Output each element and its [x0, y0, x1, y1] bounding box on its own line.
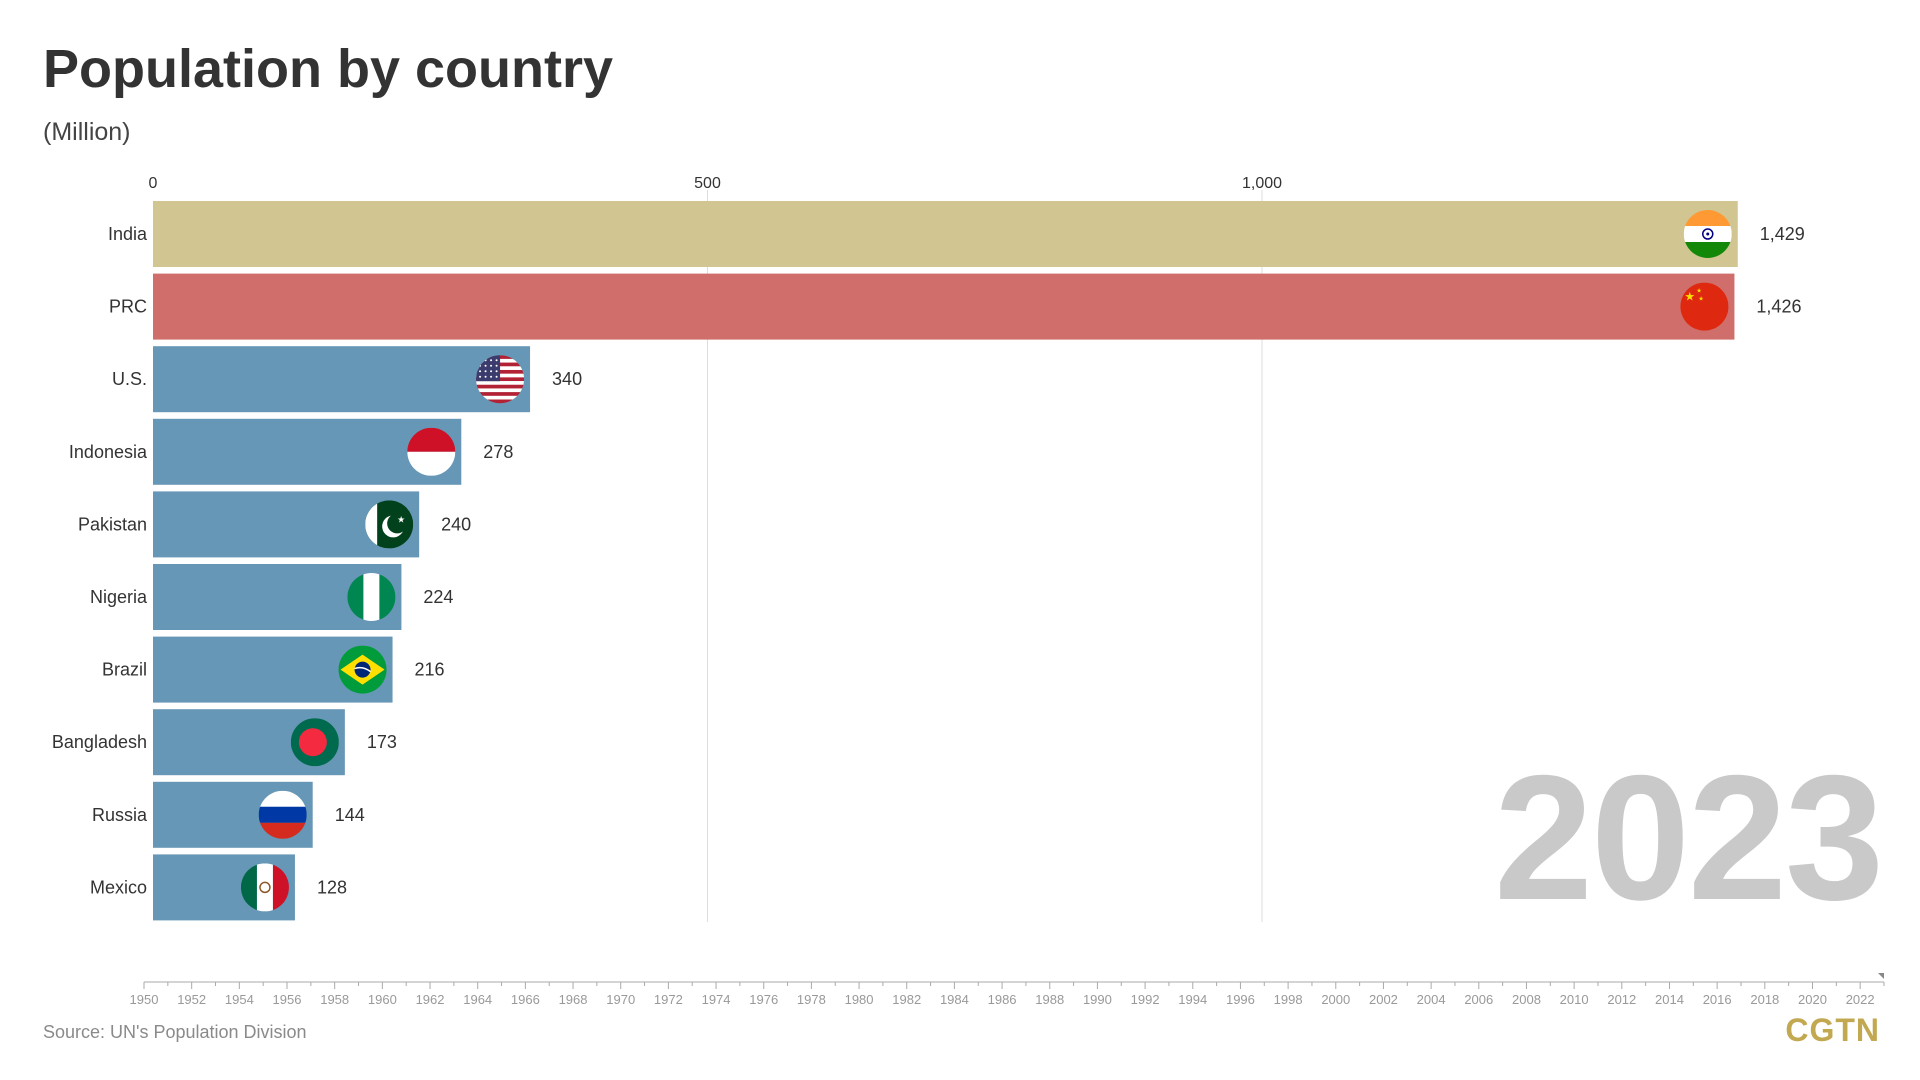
flag-mexico-icon	[240, 863, 289, 912]
value-label: 224	[423, 587, 453, 607]
timeline-label: 1996	[1226, 992, 1255, 1007]
bar-row: PRC ★ ★★ 1,426	[109, 273, 1801, 340]
flag-russia-icon	[258, 790, 307, 839]
bar-row: Bangladesh 173	[52, 709, 397, 776]
timeline-label: 2000	[1321, 992, 1350, 1007]
x-tick-label: 1,000	[1242, 175, 1282, 192]
flag-bangladesh-icon	[290, 718, 339, 767]
value-label: 216	[415, 660, 445, 680]
timeline-label: 1968	[559, 992, 588, 1007]
category-label: India	[108, 224, 148, 244]
category-label: Bangladesh	[52, 732, 147, 752]
timeline-label: 1952	[177, 992, 206, 1007]
timeline-label: 1990	[1083, 992, 1112, 1007]
flag-china-icon: ★ ★★	[1680, 282, 1729, 331]
timeline-label: 1962	[416, 992, 445, 1007]
timeline-label: 1974	[702, 992, 731, 1007]
timeline-label: 2012	[1607, 992, 1636, 1007]
value-label: 340	[552, 369, 582, 389]
timeline-label: 2006	[1464, 992, 1493, 1007]
timeline-label: 1978	[797, 992, 826, 1007]
bar-row: Mexico 128	[90, 854, 347, 921]
timeline-label: 1964	[463, 992, 492, 1007]
brand-logo: CGTN	[1785, 1012, 1880, 1048]
timeline-label: 1992	[1131, 992, 1160, 1007]
timeline-label: 1966	[511, 992, 540, 1007]
category-label: Nigeria	[90, 587, 148, 607]
bar-row: U.S. 340	[112, 346, 582, 413]
timeline-label: 1980	[845, 992, 874, 1007]
svg-text:★: ★	[397, 514, 405, 524]
bar	[153, 346, 531, 413]
category-label: Mexico	[90, 877, 147, 897]
bar-row: Brazil 216	[102, 636, 445, 703]
flag-nigeria-icon	[347, 573, 396, 621]
timeline-label: 1988	[1035, 992, 1064, 1007]
bar-row: India 1,429	[108, 201, 1805, 267]
chart-subtitle: (Million)	[43, 118, 131, 146]
flag-india-icon	[1683, 210, 1732, 258]
timeline-label: 1998	[1274, 992, 1303, 1007]
timeline-label: 2008	[1512, 992, 1541, 1007]
flag-brazil-icon	[338, 645, 387, 694]
bar-row: Russia 144	[92, 781, 365, 848]
timeline-label: 1970	[606, 992, 635, 1007]
category-label: Indonesia	[69, 442, 148, 462]
flag-pakistan-icon: ★	[365, 500, 414, 549]
value-label: 240	[441, 514, 471, 534]
timeline-label: 1972	[654, 992, 683, 1007]
x-tick-label: 500	[694, 175, 721, 192]
svg-text:★: ★	[1684, 290, 1695, 304]
value-label: 144	[335, 805, 365, 825]
value-label: 1,426	[1756, 297, 1801, 317]
timeline-label: 1956	[273, 992, 302, 1007]
value-label: 173	[367, 732, 397, 752]
value-label: 128	[317, 877, 347, 897]
svg-text:★: ★	[1698, 296, 1703, 303]
value-label: 278	[483, 442, 513, 462]
category-label: Brazil	[102, 660, 147, 680]
category-label: Pakistan	[78, 514, 147, 534]
timeline-label: 1958	[320, 992, 349, 1007]
timeline-label: 2020	[1798, 992, 1827, 1007]
timeline-label: 1994	[1178, 992, 1207, 1007]
category-label: PRC	[109, 297, 147, 317]
bar	[153, 273, 1735, 340]
chart-title: Population by country	[43, 39, 614, 99]
timeline-label: 1960	[368, 992, 397, 1007]
value-label: 1,429	[1760, 224, 1805, 244]
svg-text:★: ★	[1696, 288, 1701, 295]
category-label: Russia	[92, 805, 148, 825]
bar	[153, 201, 1738, 267]
timeline-label: 2016	[1703, 992, 1732, 1007]
timeline-label: 2022	[1846, 992, 1875, 1007]
timeline-label: 1954	[225, 992, 254, 1007]
bar-row: Nigeria 224	[90, 564, 453, 630]
category-label: U.S.	[112, 369, 147, 389]
x-tick-label: 0	[149, 175, 158, 192]
timeline-marker	[1878, 973, 1884, 979]
flag-usa-icon	[476, 355, 525, 404]
timeline-label: 1976	[749, 992, 778, 1007]
timeline-label: 1950	[130, 992, 159, 1007]
year-indicator: 2023	[1494, 738, 1884, 937]
timeline-label: 2018	[1750, 992, 1779, 1007]
timeline-label: 1982	[892, 992, 921, 1007]
bar-row: Indonesia 278	[69, 418, 513, 485]
timeline-label: 2014	[1655, 992, 1684, 1007]
timeline-label: 1984	[940, 992, 969, 1007]
timeline-label: 2004	[1417, 992, 1446, 1007]
timeline-label: 2002	[1369, 992, 1398, 1007]
timeline-label: 2010	[1560, 992, 1589, 1007]
timeline-label: 1986	[988, 992, 1017, 1007]
flag-indonesia-icon	[407, 427, 456, 476]
source-note: Source: UN's Population Division	[43, 1022, 307, 1042]
bar-row: Pakistan ★ 240	[78, 491, 471, 558]
